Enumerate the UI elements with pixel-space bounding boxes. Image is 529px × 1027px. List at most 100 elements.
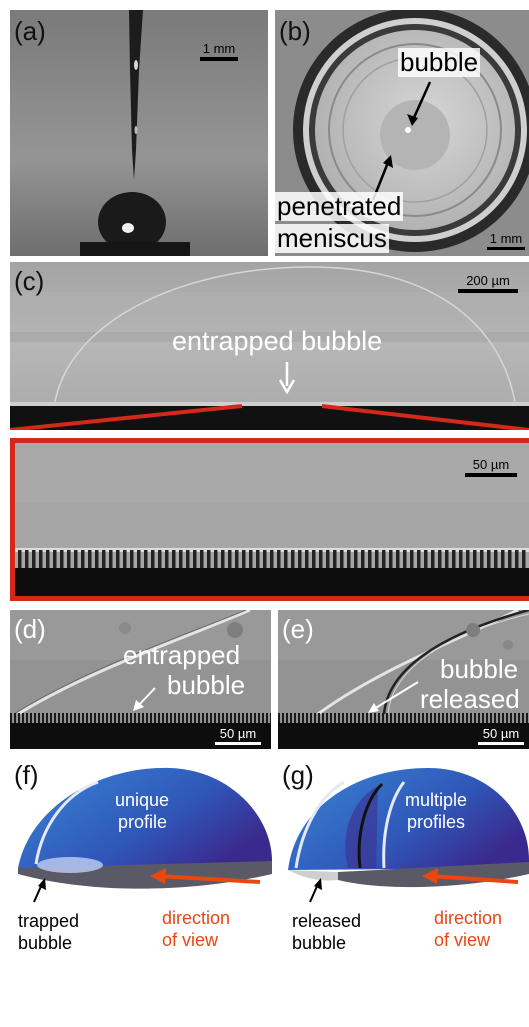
micropillar bbox=[142, 713, 144, 723]
micropillar bbox=[25, 550, 29, 568]
panel-d-label: (d) bbox=[14, 614, 46, 644]
panel-g-image bbox=[288, 768, 529, 903]
micropillar bbox=[130, 713, 132, 723]
micropillar bbox=[38, 713, 40, 723]
micropillar bbox=[158, 713, 160, 723]
micropillar bbox=[370, 713, 372, 723]
micropillar bbox=[234, 713, 236, 723]
micropillar bbox=[450, 713, 452, 723]
micropillar bbox=[350, 713, 352, 723]
micropillar bbox=[418, 713, 420, 723]
micropillar bbox=[434, 713, 436, 723]
micropillar bbox=[424, 550, 428, 568]
micropillar bbox=[522, 550, 526, 568]
micropillar bbox=[302, 713, 304, 723]
micropillar bbox=[256, 550, 260, 568]
micropillar bbox=[67, 550, 71, 568]
micropillar bbox=[88, 550, 92, 568]
panel-d-scale-line bbox=[215, 742, 261, 745]
released-bubble-line1: released bbox=[292, 911, 362, 931]
micropillar bbox=[109, 550, 113, 568]
entrapped-label-d-line2: bubble bbox=[167, 670, 246, 700]
micropillar bbox=[490, 713, 492, 723]
micropillar bbox=[95, 550, 99, 568]
micropillar bbox=[78, 713, 80, 723]
micropillar bbox=[138, 713, 140, 723]
micropillar bbox=[230, 713, 232, 723]
micropillar bbox=[246, 713, 248, 723]
micropillar bbox=[514, 713, 516, 723]
micropillar bbox=[178, 713, 180, 723]
panel-e: (e) bubble released 50 µm bbox=[278, 610, 529, 749]
micropillar bbox=[34, 713, 36, 723]
micropillar bbox=[414, 713, 416, 723]
micropillar bbox=[228, 550, 232, 568]
panel-c-scale-bar: 200 µm bbox=[458, 274, 518, 293]
micropillar bbox=[174, 713, 176, 723]
panel-a-label: (a) bbox=[14, 16, 46, 46]
micropillar bbox=[122, 713, 124, 723]
panel-c-inset: 50 µm bbox=[10, 438, 529, 601]
micropillar bbox=[123, 550, 127, 568]
meniscus-label-line2: meniscus bbox=[275, 223, 389, 253]
micropillar bbox=[98, 713, 100, 723]
micropillar bbox=[290, 713, 292, 723]
micropillar bbox=[151, 550, 155, 568]
micropillar bbox=[249, 550, 253, 568]
panel-c-label: (c) bbox=[14, 266, 45, 296]
micropillar bbox=[10, 713, 12, 723]
micropillar bbox=[60, 550, 64, 568]
micropillar bbox=[202, 713, 204, 723]
micropillar bbox=[375, 550, 379, 568]
micropillar bbox=[382, 550, 386, 568]
micropillar bbox=[494, 713, 496, 723]
micropillar bbox=[319, 550, 323, 568]
micropillar bbox=[431, 550, 435, 568]
micropillar bbox=[116, 550, 120, 568]
micropillar bbox=[58, 713, 60, 723]
micropillar bbox=[90, 713, 92, 723]
micropillar bbox=[170, 713, 172, 723]
micropillar bbox=[498, 713, 500, 723]
micropillar bbox=[326, 713, 328, 723]
micropillar bbox=[459, 550, 463, 568]
micropillar bbox=[193, 550, 197, 568]
direction-of-view-f-line2: of view bbox=[162, 930, 219, 950]
micropillar bbox=[354, 550, 358, 568]
micropillar bbox=[262, 713, 264, 723]
micropillar bbox=[284, 550, 288, 568]
micropillar bbox=[386, 713, 388, 723]
panel-b-scale-bar: 1 mm bbox=[487, 232, 525, 250]
micropillar bbox=[118, 713, 120, 723]
unique-profile-line1: unique bbox=[115, 790, 170, 810]
panel-e-image bbox=[278, 610, 529, 749]
micropillar bbox=[430, 713, 432, 723]
panel-c: (c) entrapped bubble 200 µm bbox=[10, 262, 529, 430]
released-label-e-line1: bubble bbox=[440, 654, 519, 684]
micropillar bbox=[266, 713, 268, 723]
micropillar bbox=[126, 713, 128, 723]
micropillar bbox=[186, 713, 188, 723]
micropillar bbox=[179, 550, 183, 568]
micropillar bbox=[438, 713, 440, 723]
micropillar bbox=[510, 713, 512, 723]
micropillar bbox=[242, 713, 244, 723]
micropillar bbox=[378, 713, 380, 723]
micropillar bbox=[238, 713, 240, 723]
micropillar bbox=[277, 550, 281, 568]
micropillar bbox=[210, 713, 212, 723]
micropillar bbox=[154, 713, 156, 723]
micropillar bbox=[417, 550, 421, 568]
micropillar bbox=[214, 550, 218, 568]
multiple-profiles-line1: multiple bbox=[405, 790, 468, 810]
panel-d-scale-text: 50 µm bbox=[219, 726, 257, 741]
entrapped-bubble-label-c: entrapped bubble bbox=[172, 326, 383, 356]
micropillar bbox=[198, 713, 200, 723]
micropillar bbox=[426, 713, 428, 723]
panel-a-scale-bar: 1 mm bbox=[200, 42, 238, 61]
micropillar bbox=[515, 550, 519, 568]
micropillar bbox=[207, 550, 211, 568]
micropillar bbox=[347, 550, 351, 568]
panel-g-label: (g) bbox=[282, 760, 314, 790]
panel-b-label: (b) bbox=[279, 16, 311, 46]
